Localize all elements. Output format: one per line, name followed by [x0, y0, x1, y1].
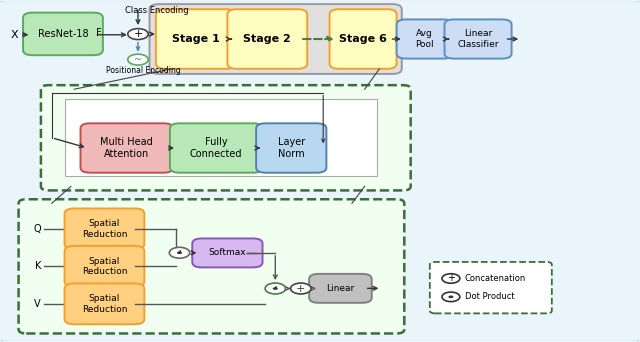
Circle shape [449, 295, 454, 298]
FancyBboxPatch shape [19, 199, 404, 333]
Text: ResNet-18: ResNet-18 [38, 29, 88, 39]
Circle shape [128, 29, 148, 40]
FancyBboxPatch shape [150, 4, 402, 74]
Circle shape [170, 247, 189, 258]
Text: Linear
Classifier: Linear Classifier [458, 29, 499, 49]
FancyBboxPatch shape [397, 19, 453, 58]
Text: K: K [35, 261, 41, 271]
Text: +: + [447, 274, 455, 284]
Text: Multi Head
Attention: Multi Head Attention [100, 137, 153, 159]
FancyBboxPatch shape [445, 19, 511, 58]
Text: Stage 6: Stage 6 [339, 34, 387, 44]
Circle shape [128, 54, 148, 65]
Text: Fully
Connected: Fully Connected [190, 137, 243, 159]
Text: Softmax: Softmax [209, 248, 246, 258]
Text: Class Encoding: Class Encoding [125, 6, 189, 15]
Text: +: + [296, 284, 305, 293]
Circle shape [273, 287, 278, 290]
Text: ·: · [177, 246, 182, 259]
Text: Spatial
Reduction: Spatial Reduction [82, 219, 127, 239]
FancyBboxPatch shape [227, 9, 307, 69]
FancyBboxPatch shape [170, 123, 262, 173]
Circle shape [291, 283, 311, 294]
Text: ·: · [273, 281, 278, 295]
FancyBboxPatch shape [65, 209, 145, 249]
Text: Stage 2: Stage 2 [243, 34, 291, 44]
Circle shape [442, 292, 460, 302]
FancyBboxPatch shape [256, 123, 326, 173]
Text: Positional Encoding: Positional Encoding [106, 66, 181, 75]
Text: Avg
Pool: Avg Pool [415, 29, 434, 49]
FancyBboxPatch shape [330, 9, 397, 69]
FancyBboxPatch shape [41, 85, 411, 190]
Text: Spatial
Reduction: Spatial Reduction [82, 294, 127, 314]
Text: Spatial
Reduction: Spatial Reduction [82, 257, 127, 276]
FancyBboxPatch shape [65, 284, 145, 324]
FancyBboxPatch shape [65, 100, 378, 176]
Text: Stage 1: Stage 1 [172, 34, 220, 44]
FancyBboxPatch shape [309, 274, 372, 303]
Text: Q: Q [34, 224, 42, 234]
FancyBboxPatch shape [23, 13, 103, 55]
FancyBboxPatch shape [192, 238, 262, 267]
Text: X: X [11, 30, 19, 40]
FancyBboxPatch shape [65, 246, 145, 287]
Text: Layer
Norm: Layer Norm [278, 137, 305, 159]
FancyBboxPatch shape [430, 262, 552, 313]
Circle shape [442, 274, 460, 283]
Text: V: V [35, 299, 41, 309]
FancyBboxPatch shape [81, 123, 173, 173]
Text: ~: ~ [134, 55, 142, 65]
Circle shape [177, 251, 182, 254]
Text: Dot Product: Dot Product [465, 292, 515, 301]
Text: F: F [95, 28, 101, 38]
Text: +: + [133, 29, 143, 39]
Text: Concatenation: Concatenation [465, 274, 526, 283]
Circle shape [265, 283, 285, 294]
FancyBboxPatch shape [156, 9, 236, 69]
Text: Linear: Linear [326, 284, 355, 293]
